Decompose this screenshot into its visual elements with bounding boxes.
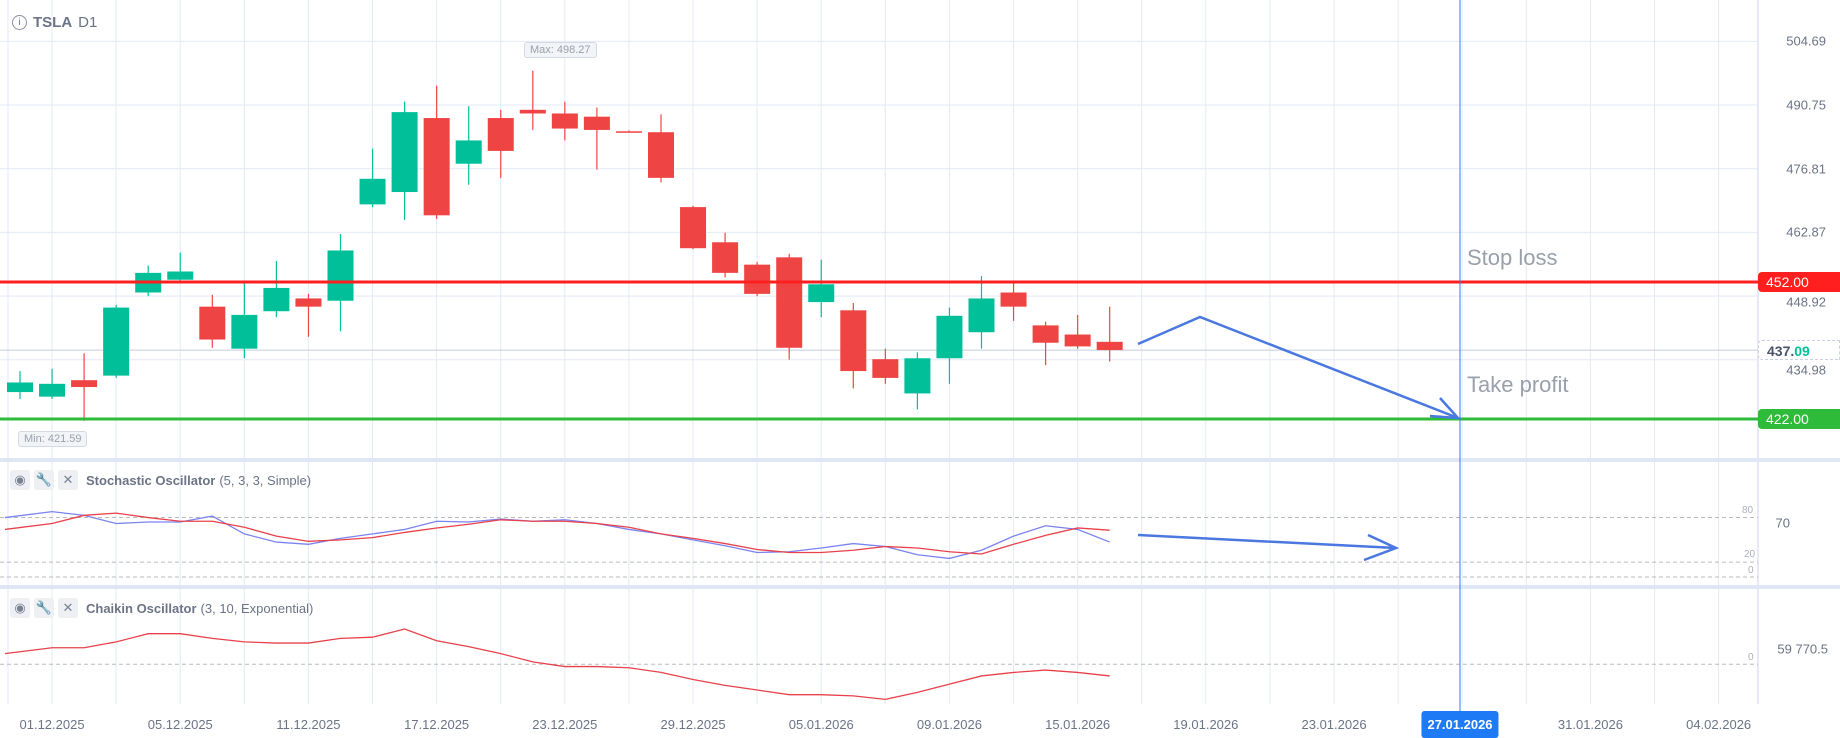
stochastic-arrow [1137,533,1397,550]
candle-bullish [103,307,130,376]
candle-bearish [551,113,578,129]
candle-bearish [712,242,739,273]
candle-bullish [391,112,418,193]
indicator-params: (3, 10, Exponential) [200,600,314,616]
stochastic-value: 70 [1775,515,1790,531]
candle-bullish [231,314,258,349]
candle-bearish [1064,334,1091,347]
candle-bearish [487,118,514,151]
current-price-tail: 09 [1794,343,1810,359]
current-price-tag: 437.09 [1758,340,1840,360]
candle-bearish [872,359,899,378]
candle-bearish [519,109,546,114]
chaikin-line [4,628,1110,701]
price-tick: 476.81 [1786,161,1826,177]
eye-icon[interactable]: ◉ [10,470,30,490]
candle-bullish [263,287,290,312]
price-tick: 434.98 [1786,362,1826,378]
close-icon[interactable]: ✕ [58,470,78,490]
date-label: 04.02.2026 [1686,717,1752,732]
date-label: 05.01.2026 [788,717,854,732]
candle-bearish [1000,292,1027,307]
indicator-lines [0,0,1758,716]
stochastic-header: ◉ 🔧 ✕ Stochastic Oscillator (5, 3, 3, Si… [10,470,311,490]
indicator-name: Chaikin Oscillator [86,600,197,616]
candle-bullish [359,178,386,205]
price-tick: 462.87 [1786,224,1826,240]
candle-bearish [1096,341,1123,351]
date-label: 31.01.2026 [1557,717,1623,732]
candle-bullish [167,271,194,280]
stop-loss-note: Stop loss [1467,245,1558,270]
candle-bullish [7,382,33,393]
date-label: 05.12.2025 [147,717,213,732]
wrench-icon[interactable]: 🔧 [34,598,54,618]
date-label: 11.12.2025 [276,717,341,732]
candle-bearish [744,264,771,294]
stop-loss-price-tag[interactable]: 452.00 [1758,272,1840,292]
stochastic-k-line [4,510,1110,560]
take-profit-price-tag[interactable]: 422.00 [1758,409,1840,429]
candle-bullish [455,140,482,164]
date-label: 23.01.2026 [1301,717,1367,732]
candle-bearish [648,132,674,178]
candle-bearish [840,310,867,372]
candle-bearish [680,207,707,249]
current-price-main: 437. [1767,343,1795,359]
indicator-name: Stochastic Oscillator [86,472,216,488]
chaikin-header: ◉ 🔧 ✕ Chaikin Oscillator (3, 10, Exponen… [10,598,313,618]
candle-bearish [615,131,642,133]
candle-bullish [936,315,963,359]
level-80: 80 [1742,505,1754,516]
level-20: 20 [1744,549,1756,560]
candle-bearish [295,298,322,307]
date-label: 09.01.2026 [916,717,982,732]
candle-bearish [776,257,803,348]
arrowhead-icon [1363,533,1400,562]
price-tick: 448.92 [1786,294,1826,310]
candle-bullish [39,383,66,397]
chaikin-level-0: 0 [1748,652,1754,663]
candle-bullish [808,284,835,303]
date-label: 17.12.2025 [404,717,470,732]
info-icon[interactable]: i [12,15,27,30]
candle-bearish [199,306,226,340]
candle-bearish [71,380,98,388]
forecast-arrow [1137,315,1459,420]
max-tooltip: Max: 498.27 [524,42,597,58]
candle-bearish [583,116,610,130]
candle-bullish [327,250,354,301]
date-label: 01.12.2025 [19,717,85,732]
chaikin-value: 59 770.5 [1777,641,1828,657]
level-0: 0 [1748,565,1754,576]
candle-bearish [423,118,450,216]
min-tooltip: Min: 421.59 [18,431,88,447]
date-label: 23.12.2025 [532,717,598,732]
date-label: 29.12.2025 [660,717,726,732]
candle-bearish [1032,325,1059,343]
symbol: TSLA [33,14,73,31]
stochastic-d-line [4,512,1110,555]
date-label: 15.01.2026 [1045,717,1111,732]
price-tick: 490.75 [1786,97,1826,113]
arrowhead-icon [1429,397,1462,420]
candles [7,70,1123,421]
price-tick: 504.69 [1786,33,1826,49]
grid [0,0,1840,704]
pane-separator [0,585,1840,589]
indicator-params: (5, 3, 3, Simple) [219,472,312,488]
take-profit-note: Take profit [1467,372,1569,397]
candle-bullish [904,358,931,394]
pane-separator [0,458,1840,462]
candle-bullish [968,298,995,333]
eye-icon[interactable]: ◉ [10,598,30,618]
chart-title: i TSLA D1 [12,14,97,31]
date-label-highlighted: 27.01.2026 [1421,711,1499,738]
wrench-icon[interactable]: 🔧 [34,470,54,490]
close-icon[interactable]: ✕ [58,598,78,618]
date-label: 19.01.2026 [1173,717,1239,732]
timeframe: D1 [78,14,98,31]
